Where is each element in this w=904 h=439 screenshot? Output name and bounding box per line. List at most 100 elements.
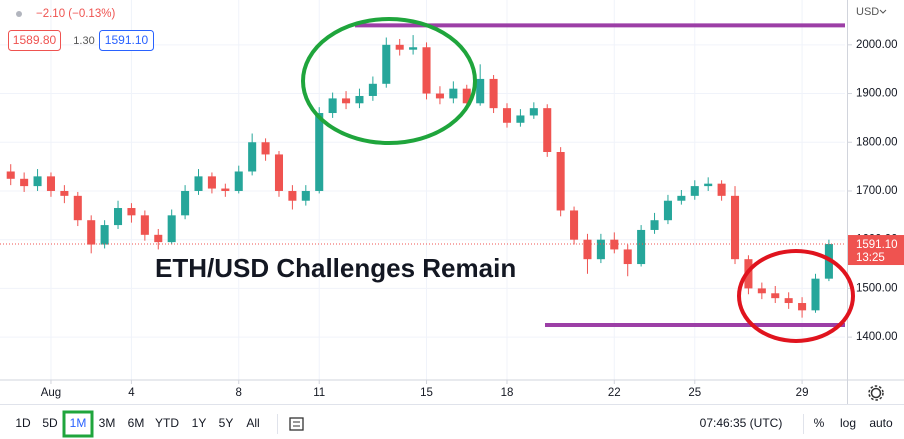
- y-tick-label: 2000.00: [856, 39, 898, 51]
- countdown: 13:25: [856, 252, 885, 264]
- currency[interactable]: USD: [856, 6, 879, 18]
- price-change: −2.10 (−0.13%): [36, 8, 115, 20]
- candle-body: [650, 220, 659, 230]
- bid-box[interactable]: [8, 30, 61, 51]
- candle-body: [328, 98, 337, 114]
- range-button[interactable]: All: [246, 416, 259, 430]
- candle-body: [543, 108, 552, 152]
- candle-body: [154, 234, 163, 243]
- candle-body: [261, 142, 270, 155]
- range-button[interactable]: 6M: [128, 416, 145, 430]
- x-tick-label: 18: [501, 387, 514, 399]
- candle-body: [489, 78, 498, 109]
- y-tick-label: 1400.00: [856, 331, 898, 343]
- candle-body: [194, 176, 203, 191]
- ask-box[interactable]: [99, 30, 154, 51]
- candle-body: [596, 239, 605, 260]
- y-tick-label: 1900.00: [856, 88, 898, 100]
- candle-body: [610, 239, 619, 250]
- currency-caret[interactable]: [879, 9, 887, 14]
- x-tick-label: 4: [128, 387, 135, 399]
- candle-body: [395, 44, 404, 50]
- candle-body: [167, 215, 176, 243]
- x-tick-label: 22: [608, 387, 621, 399]
- candle-body: [570, 210, 579, 240]
- range-button[interactable]: 5D: [42, 416, 58, 430]
- annotation: ETH/USD Challenges Remain: [155, 253, 516, 283]
- x-tick-label: 8: [236, 387, 242, 399]
- spread: 1.30: [73, 35, 94, 47]
- candle-body: [382, 44, 391, 84]
- candle-body: [663, 200, 672, 221]
- range-button[interactable]: 1M: [70, 416, 87, 430]
- y-tick-label: 1800.00: [856, 136, 898, 148]
- log-toggle[interactable]: log: [840, 416, 856, 430]
- range-button[interactable]: 5Y: [219, 416, 234, 430]
- candle-body: [234, 171, 243, 191]
- candle-body: [811, 278, 820, 311]
- ask-price[interactable]: 1591.10: [105, 33, 149, 47]
- x-tick-label: 25: [688, 387, 701, 399]
- candle-body: [140, 215, 149, 235]
- candle-body: [87, 220, 96, 245]
- candle-body: [623, 249, 632, 265]
- candle-body: [502, 108, 512, 123]
- range-button[interactable]: 1Y: [192, 416, 207, 430]
- y-tick-label: 1700.00: [856, 185, 898, 197]
- candle-body: [435, 93, 444, 99]
- candle-body: [181, 190, 190, 216]
- active-range-box[interactable]: [62, 410, 94, 438]
- auto-toggle[interactable]: auto: [869, 416, 893, 430]
- candle-body: [409, 47, 418, 50]
- bid-price[interactable]: 1589.80: [13, 33, 57, 47]
- candle-body: [60, 190, 69, 196]
- candle-body: [677, 195, 686, 201]
- candle-body: [556, 152, 565, 211]
- candle-body: [342, 98, 351, 104]
- icon-frame[interactable]: [289, 417, 304, 431]
- candle-body: [583, 239, 592, 260]
- x-tick-label: 15: [420, 387, 433, 399]
- candle-body: [368, 83, 377, 96]
- candle-body: [422, 47, 431, 94]
- status-dot: [16, 11, 22, 17]
- percent-toggle[interactable]: %: [814, 416, 825, 430]
- gear[interactable]: [870, 387, 882, 399]
- highlight-ellipse: [737, 249, 855, 343]
- candle-body: [704, 183, 713, 187]
- gear-teeth[interactable]: [868, 385, 884, 401]
- candle-body: [114, 208, 123, 226]
- candle-body: [46, 176, 55, 191]
- candle-body: [690, 186, 699, 196]
- candle-body: [315, 113, 324, 191]
- clock[interactable]: 07:46:35 (UTC): [700, 416, 783, 430]
- candle-body: [6, 171, 15, 179]
- candle-body: [476, 78, 485, 104]
- candle-body: [771, 293, 780, 299]
- last-price-box: [848, 235, 904, 266]
- candle-body: [637, 229, 646, 265]
- candle-body: [529, 108, 538, 116]
- x-tick-label: Aug: [41, 387, 61, 399]
- x-tick-label: 11: [313, 387, 325, 399]
- candle-body: [248, 142, 257, 172]
- candle-body: [757, 288, 766, 294]
- range-button[interactable]: 1D: [15, 416, 31, 430]
- range-button[interactable]: YTD: [155, 416, 179, 430]
- candle-body: [798, 303, 807, 311]
- candle-body: [784, 298, 793, 304]
- candle-body: [462, 88, 471, 104]
- candle-body: [516, 115, 525, 123]
- date-range-icon[interactable]: [289, 417, 304, 431]
- candle-body: [100, 225, 109, 245]
- x-tick-label: 29: [796, 387, 809, 399]
- range-button[interactable]: 3M: [99, 416, 116, 430]
- candle-body: [73, 195, 82, 221]
- candle-body: [288, 190, 297, 201]
- candle-body: [730, 195, 740, 260]
- settings-icon[interactable]: [868, 385, 884, 401]
- candle-body: [301, 190, 310, 201]
- y-tick-label: 1500.00: [856, 282, 898, 294]
